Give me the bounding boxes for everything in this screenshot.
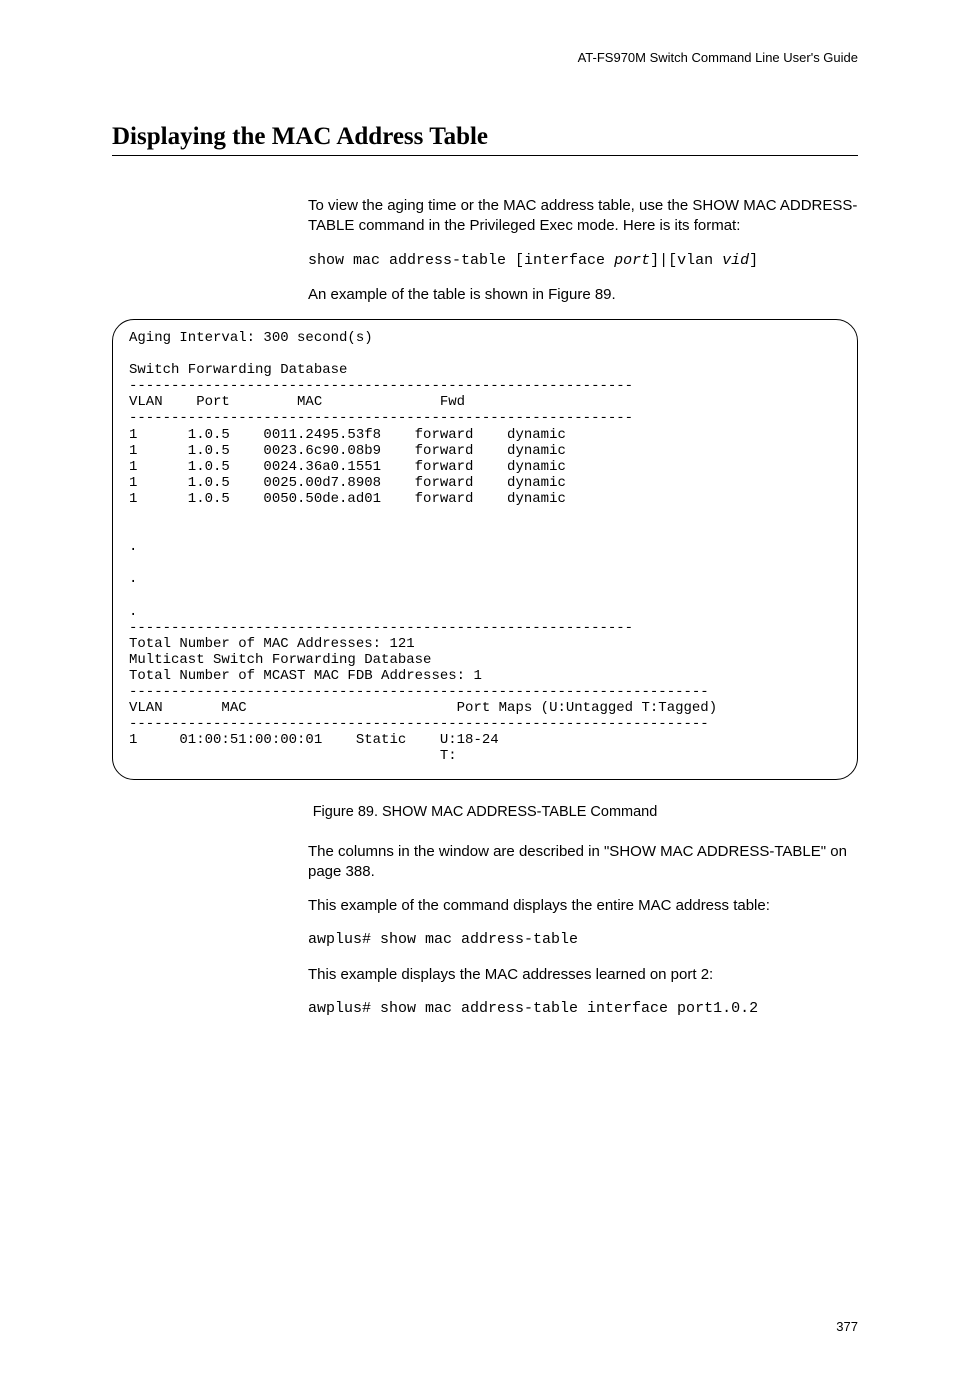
table-header-row: VLAN Port MAC Fwd — [129, 394, 465, 410]
para-example2-intro: This example displays the MAC addresses … — [308, 965, 858, 985]
divider-line: ----------------------------------------… — [129, 378, 633, 394]
ellipsis-dot: . — [129, 539, 137, 555]
section-title: Displaying the MAC Address Table — [112, 123, 858, 151]
para-intro: To view the aging time or the MAC addres… — [308, 196, 858, 237]
syntax-arg-vid: vid — [722, 252, 749, 269]
divider-line-long: ----------------------------------------… — [129, 716, 709, 732]
mcast-db-title: Multicast Switch Forwarding Database — [129, 652, 431, 668]
table-row: 1 1.0.5 0011.2495.53f8 forward dynamic — [129, 427, 566, 443]
terminal-output-box: Aging Interval: 300 second(s) Switch For… — [112, 319, 858, 780]
mcast-header-row: VLAN MAC Port Maps (U:Untagged T:Tagged) — [129, 700, 717, 716]
para-example-ref: An example of the table is shown in Figu… — [308, 285, 858, 305]
table-row: 1 1.0.5 0024.36a0.1551 forward dynamic — [129, 459, 566, 475]
syntax-prefix: show mac address-table [interface — [308, 252, 614, 269]
followup-block: The columns in the window are described … — [308, 842, 858, 1020]
para-example1-intro: This example of the command displays the… — [308, 896, 858, 916]
divider-line: ----------------------------------------… — [129, 620, 633, 636]
divider-line: ----------------------------------------… — [129, 410, 633, 426]
mcast-total-line: Total Number of MCAST MAC FDB Addresses:… — [129, 668, 482, 684]
aging-interval-line: Aging Interval: 300 second(s) — [129, 330, 373, 346]
header-guide-title: AT-FS970M Switch Command Line User's Gui… — [112, 50, 858, 65]
mcast-row-tagged: T: — [129, 748, 457, 764]
title-rule — [112, 155, 858, 156]
syntax-arg-port: port — [614, 252, 650, 269]
ellipsis-dot: . — [129, 571, 137, 587]
command-syntax: show mac address-table [interface port]|… — [308, 251, 858, 271]
syntax-mid: ]|[vlan — [650, 252, 722, 269]
table-row: 1 1.0.5 0023.6c90.08b9 forward dynamic — [129, 443, 566, 459]
page-number: 377 — [112, 1319, 858, 1334]
figure-caption: Figure 89. SHOW MAC ADDRESS-TABLE Comman… — [112, 804, 858, 820]
total-mac-line: Total Number of MAC Addresses: 121 — [129, 636, 415, 652]
divider-line-long: ----------------------------------------… — [129, 684, 709, 700]
syntax-suffix: ] — [749, 252, 758, 269]
table-row: 1 1.0.5 0050.50de.ad01 forward dynamic — [129, 491, 566, 507]
fwd-db-title: Switch Forwarding Database — [129, 362, 347, 378]
para-columns-ref: The columns in the window are described … — [308, 842, 858, 883]
command-example-2: awplus# show mac address-table interface… — [308, 999, 858, 1019]
ellipsis-dot: . — [129, 604, 137, 620]
table-row: 1 1.0.5 0025.00d7.8908 forward dynamic — [129, 475, 566, 491]
mcast-row: 1 01:00:51:00:00:01 Static U:18-24 — [129, 732, 499, 748]
intro-block: To view the aging time or the MAC addres… — [308, 196, 858, 305]
page: AT-FS970M Switch Command Line User's Gui… — [0, 0, 954, 1384]
command-example-1: awplus# show mac address-table — [308, 930, 858, 950]
